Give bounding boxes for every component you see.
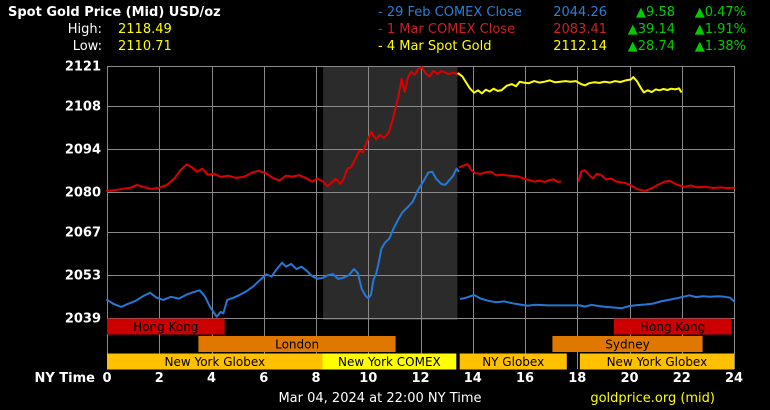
legend-row-1mar: - 1 Mar COMEX Close 2083.41 ▲39.14 ▲1.91… [378, 21, 746, 38]
series-line-29-feb-comex-close [460, 294, 735, 310]
legend-value: 2112.14 [553, 39, 607, 54]
source-attribution: goldprice.org (mid) [590, 391, 715, 406]
series-line-1-mar-comex-close [458, 163, 562, 183]
x-axis-tick-label: 16 [516, 371, 534, 386]
y-axis-tick-label: 2094 [65, 143, 101, 158]
series-line-1-mar-comex-close [106, 66, 459, 192]
session-bar-new-york-comex [322, 353, 457, 370]
x-axis-tick-label: 8 [311, 371, 320, 386]
x-axis-tick-label: 12 [411, 371, 429, 386]
x-axis-tick-label: 0 [102, 371, 111, 386]
session-bar-hong-kong [613, 318, 732, 335]
legend-value: 2083.41 [553, 22, 607, 37]
x-axis-tick-label: 20 [620, 371, 638, 386]
x-axis-tick-label: 10 [359, 371, 377, 386]
y-axis-tick-label: 2108 [65, 100, 101, 115]
low-label: Low: [72, 39, 102, 54]
session-bar-label: Hong Kong [640, 320, 705, 334]
session-bar-hong-kong [107, 318, 225, 335]
y-axis-tick-label: 2039 [65, 312, 101, 327]
high-value: 2118.49 [118, 22, 172, 37]
session-bar-label: London [275, 338, 319, 352]
series-line-4-mar-spot-gold [457, 72, 682, 95]
session-bar-ny-globex [459, 353, 567, 370]
session-bar-sydney [552, 336, 703, 352]
page-title: Spot Gold Price (Mid) USD/oz [8, 5, 221, 20]
legend-label: - 4 Mar Spot Gold [378, 39, 492, 54]
series-line-1-mar-comex-close [577, 169, 735, 192]
x-axis-tick-label: 22 [673, 371, 691, 386]
y-axis-tick-label: 2080 [65, 186, 101, 201]
legend: - 29 Feb COMEX Close 2044.26 ▲9.58 ▲0.47… [378, 4, 746, 55]
session-bar-london [198, 336, 396, 352]
session-bar-label: New York COMEX [338, 355, 441, 369]
legend-change: ▲39.14 [627, 22, 675, 37]
legend-change: ▲28.74 [627, 39, 675, 54]
legend-row-29feb: - 29 Feb COMEX Close 2044.26 ▲9.58 ▲0.47… [378, 4, 746, 21]
series-line-29-feb-comex-close [106, 167, 460, 318]
x-axis-tick-label: 14 [464, 371, 482, 386]
session-bar-label: New York Globex [164, 355, 265, 369]
session-bar-new-york-globex [107, 353, 323, 370]
legend-change-pct: ▲0.47% [694, 5, 746, 20]
low-value: 2110.71 [118, 39, 172, 54]
legend-row-4mar: - 4 Mar Spot Gold 2112.14 ▲28.74 ▲1.38% [378, 38, 746, 55]
legend-change: ▲9.58 [636, 5, 675, 20]
y-axis-tick-label: 2121 [65, 60, 101, 75]
y-axis-tick-label: 2053 [65, 269, 101, 284]
x-axis-tick-label: 4 [207, 371, 216, 386]
legend-change-pct: ▲1.91% [694, 22, 746, 37]
legend-value: 2044.26 [553, 5, 607, 20]
x-axis-tick-label: 18 [568, 371, 586, 386]
session-bar-new-york-globex [579, 353, 734, 370]
high-label: High: [67, 22, 102, 37]
session-bar-label: New York Globex [607, 355, 708, 369]
session-bar-label: Sydney [605, 338, 649, 352]
x-axis-tick-label: 6 [259, 371, 268, 386]
x-axis-label: NY Time [34, 371, 95, 386]
legend-change-pct: ▲1.38% [694, 39, 746, 54]
x-axis-tick-label: 24 [725, 371, 743, 386]
y-axis-tick-label: 2067 [65, 226, 101, 241]
timestamp: Mar 04, 2024 at 22:00 NY Time [278, 391, 482, 406]
legend-label: - 1 Mar COMEX Close [378, 22, 516, 37]
legend-label: - 29 Feb COMEX Close [378, 5, 522, 20]
session-bar-label: Hong Kong [133, 320, 198, 334]
session-bar-label: NY Globex [482, 355, 544, 369]
x-axis-tick-label: 2 [155, 371, 164, 386]
